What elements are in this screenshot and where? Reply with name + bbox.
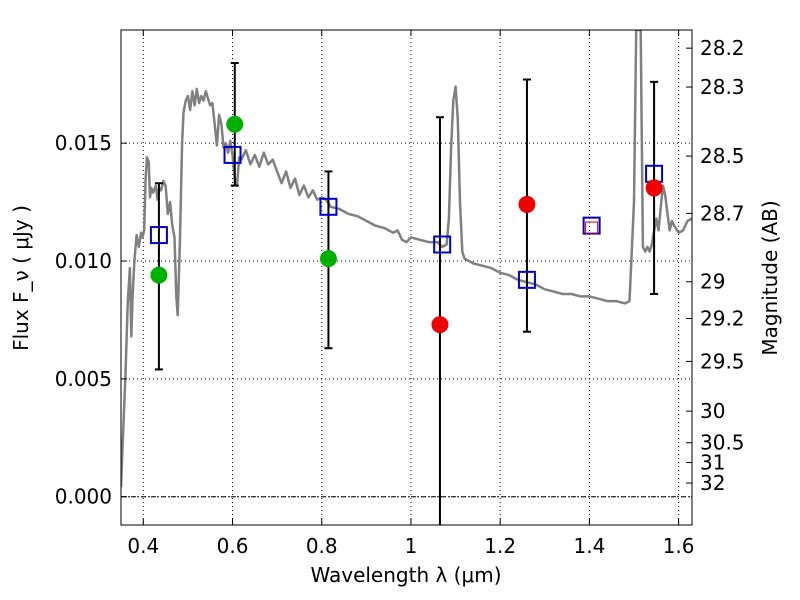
observed-flux-point bbox=[645, 179, 663, 197]
model-flux-square bbox=[433, 235, 452, 254]
x-tick-label: 1.4 bbox=[573, 534, 605, 558]
x-tick-label: 1.6 bbox=[663, 534, 695, 558]
y2-tick-label: 28.7 bbox=[700, 201, 745, 225]
y2-tick-label: 32 bbox=[700, 471, 725, 495]
observed-flux-point bbox=[518, 195, 536, 213]
y2-tick-label: 29.2 bbox=[700, 307, 745, 331]
y-tick-label: 0.005 bbox=[55, 367, 112, 391]
y2-tick-label: 29 bbox=[700, 270, 725, 294]
upper-limit-square bbox=[585, 221, 599, 235]
y-axis-title: Flux F_ν ( μJy ) bbox=[9, 205, 33, 351]
sed-model-line bbox=[121, 30, 692, 488]
model-flux-square bbox=[517, 270, 536, 289]
y2-tick-label: 28.5 bbox=[700, 144, 745, 168]
model-flux-square bbox=[319, 197, 338, 216]
grid bbox=[121, 30, 692, 525]
data-markers bbox=[149, 115, 664, 334]
x-tick-label: 1 bbox=[405, 534, 418, 558]
x-axis-title: Wavelength λ (μm) bbox=[310, 563, 501, 587]
x-tick-label: 1.2 bbox=[484, 534, 516, 558]
y2-axis-title: Magnitude (AB) bbox=[758, 200, 782, 355]
x-tick-label: 0.8 bbox=[306, 534, 338, 558]
y-tick-label: 0.000 bbox=[55, 485, 112, 509]
model-flux-square bbox=[149, 226, 168, 245]
observed-flux-point bbox=[319, 250, 337, 268]
y-tick-label: 0.010 bbox=[55, 249, 112, 273]
y-tick-label: 0.015 bbox=[55, 131, 112, 155]
x-tick-label: 0.4 bbox=[127, 534, 159, 558]
y2-tick-label: 30 bbox=[700, 399, 725, 423]
observed-flux-point bbox=[150, 266, 168, 284]
y2-tick-label: 28.3 bbox=[700, 75, 745, 99]
y-axis-ticks: 0.000 0.005 0.010 0.015 bbox=[55, 131, 127, 509]
x-tick-label: 0.6 bbox=[217, 534, 249, 558]
observed-flux-point bbox=[431, 316, 449, 334]
model-flux-square bbox=[223, 145, 242, 164]
y2-tick-label: 31 bbox=[700, 451, 725, 475]
sed-model-curve bbox=[121, 30, 692, 488]
plot-frame bbox=[120, 29, 693, 526]
y2-tick-label: 29.5 bbox=[700, 349, 745, 373]
y2-tick-label: 30.5 bbox=[700, 431, 745, 455]
x-axis-ticks: 0.4 0.6 0.8 1 1.2 1.4 1.6 bbox=[127, 30, 695, 558]
y2-tick-label: 28.2 bbox=[700, 36, 745, 60]
observed-flux-point bbox=[226, 115, 244, 133]
